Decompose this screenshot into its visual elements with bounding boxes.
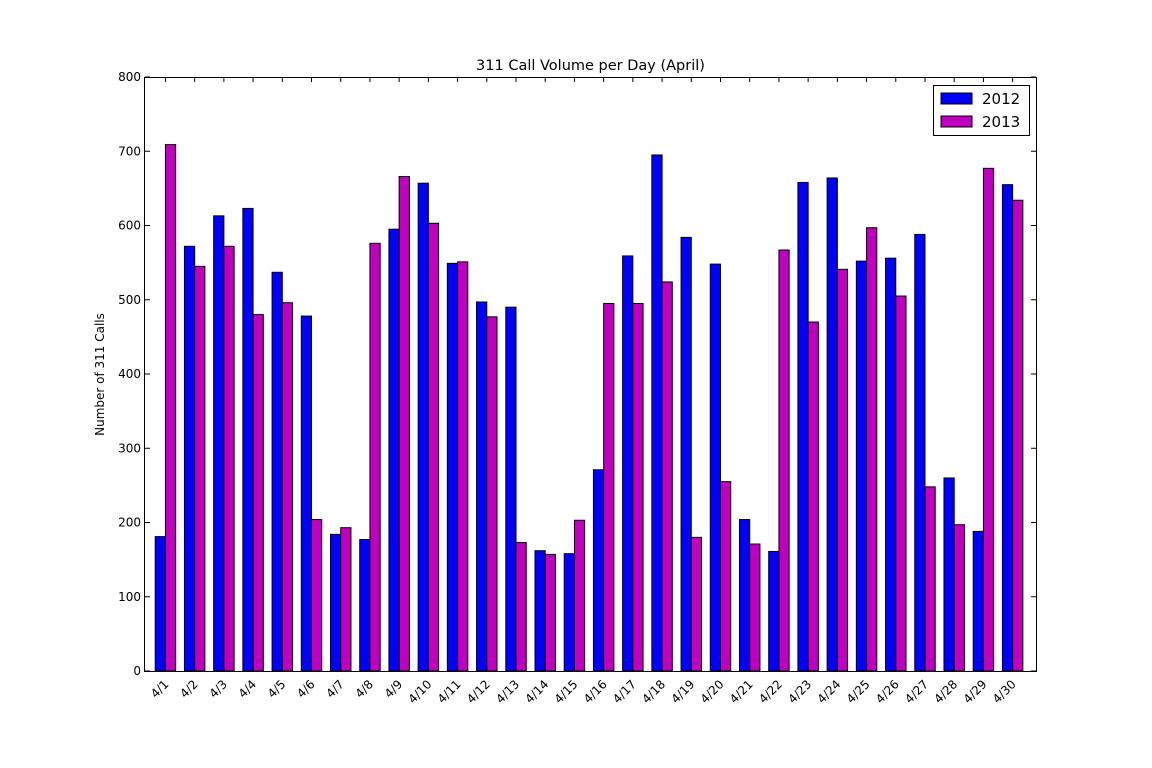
bar-2013-4/18 [661, 281, 673, 672]
bar-2013-4/27 [924, 486, 936, 672]
bar-2012-4/1 [154, 536, 166, 672]
bar-2013-4/26 [895, 295, 907, 672]
y-tick-label: 100 [118, 590, 141, 604]
bar-2013-4/5 [281, 302, 294, 672]
bar-2012-4/13 [505, 306, 517, 672]
bar-2013-4/3 [223, 245, 235, 672]
bar-2013-4/15 [573, 519, 586, 672]
bar-2012-4/24 [826, 177, 838, 672]
bar-2013-4/14 [544, 553, 556, 672]
bar-2012-4/4 [242, 207, 254, 672]
bar-2013-4/6 [311, 519, 323, 672]
bar-2012-4/25 [855, 260, 868, 672]
y-axis-label: Number of 311 Calls [93, 313, 107, 436]
y-tick-label: 400 [118, 367, 141, 381]
bar-2013-4/13 [515, 542, 527, 672]
bar-2012-4/17 [622, 255, 634, 672]
y-tick-label: 200 [118, 516, 141, 530]
plot-frame [144, 77, 1037, 672]
legend-label-2013: 2013 [982, 113, 1020, 131]
bar-2012-4/3 [213, 215, 225, 672]
bar-2012-4/9 [388, 228, 400, 672]
bar-2013-4/7 [340, 527, 352, 672]
bar-2012-4/15 [563, 553, 575, 672]
y-tick-label: 300 [118, 441, 141, 455]
bar-2012-4/8 [359, 539, 371, 672]
bar-2012-4/18 [651, 154, 663, 672]
bar-2012-4/14 [534, 550, 546, 672]
bar-2013-4/19 [690, 536, 703, 672]
legend-label-2012: 2012 [982, 90, 1020, 108]
bar-2012-4/19 [680, 236, 692, 672]
bar-2013-4/16 [603, 302, 615, 672]
bar-2013-4/20 [720, 481, 732, 672]
bar-2013-4/2 [194, 265, 206, 672]
y-tick-label: 600 [118, 219, 141, 233]
bar-2012-4/27 [914, 233, 926, 672]
y-tick-label: 500 [118, 293, 141, 307]
bar-2012-4/6 [300, 315, 313, 672]
bar-2012-4/29 [972, 530, 984, 672]
bar-2013-4/17 [632, 302, 644, 672]
bar-2012-4/28 [943, 477, 955, 672]
legend: 2012 2013 [933, 85, 1030, 136]
bar-2013-4/24 [836, 268, 849, 672]
bar-2013-4/9 [398, 176, 410, 672]
bar-2013-4/28 [953, 524, 965, 672]
bar-2013-4/22 [778, 249, 790, 672]
bar-2012-4/2 [183, 245, 196, 672]
bar-2012-4/7 [330, 533, 342, 672]
bar-2013-4/30 [1012, 199, 1024, 672]
chart-title: 311 Call Volume per Day (April) [476, 58, 705, 74]
bar-2012-4/10 [417, 182, 429, 672]
bar-2013-4/23 [807, 321, 819, 672]
bar-2013-4/21 [749, 543, 761, 672]
legend-swatch-2013 [940, 115, 973, 128]
bar-2013-4/11 [457, 261, 469, 672]
bar-2012-4/20 [709, 263, 721, 672]
bar-2013-4/29 [982, 167, 995, 672]
y-tick-label: 0 [133, 664, 141, 678]
bar-2012-4/11 [446, 262, 459, 672]
bar-2012-4/22 [768, 550, 780, 672]
bar-2012-4/21 [738, 519, 751, 672]
bar-2012-4/30 [1001, 184, 1014, 672]
bar-2012-4/23 [797, 181, 809, 672]
y-tick-label: 800 [118, 70, 141, 84]
bar-2013-4/12 [486, 316, 498, 672]
bar-2013-4/25 [866, 227, 878, 672]
bar-2012-4/16 [592, 469, 605, 672]
bar-2013-4/10 [427, 222, 440, 672]
bar-2013-4/1 [164, 144, 177, 672]
y-tick-label: 700 [118, 144, 141, 158]
legend-swatch-2012 [940, 92, 973, 105]
bar-2012-4/26 [885, 257, 897, 672]
bar-2013-4/8 [369, 242, 381, 672]
bar-2012-4/12 [476, 301, 488, 672]
bar-2012-4/5 [271, 271, 283, 672]
bar-2013-4/4 [252, 314, 264, 672]
